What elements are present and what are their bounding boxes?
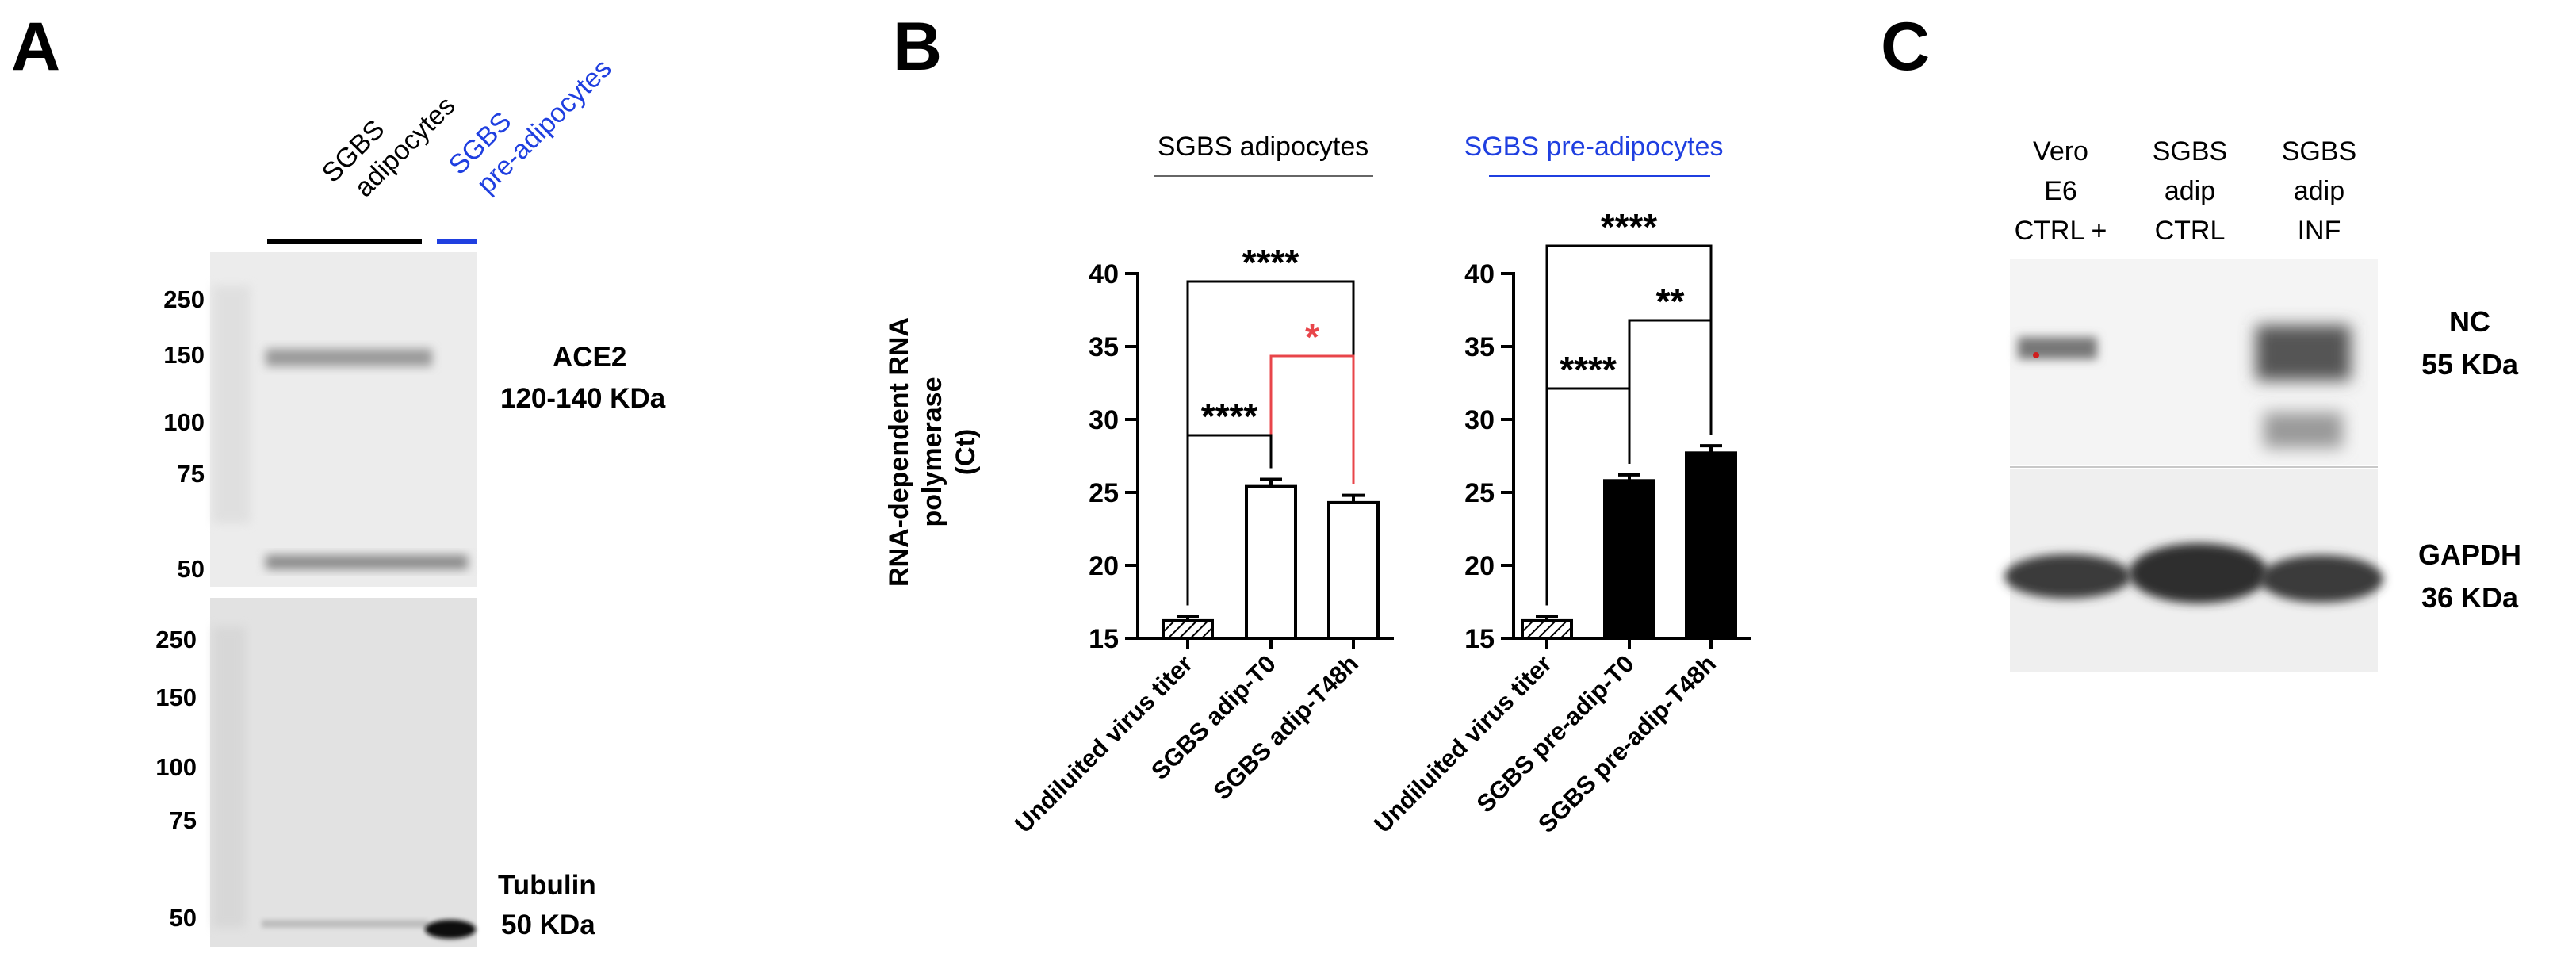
chart-adip-ytick-label-35: 35	[1089, 332, 1119, 362]
tubulin-marker-100: 100	[155, 753, 197, 781]
chart-preadip-xlabel-1: SGBS pre-adip-T0	[1472, 649, 1640, 818]
chart-adip-title: SGBS adipocytes	[1158, 132, 1368, 162]
chart-adip-ytick-label-30: 30	[1089, 405, 1119, 435]
chart-adip-xlabel-2: SGBS adip-T48h	[1208, 649, 1363, 805]
chart-adip-sig-bracket-1	[1269, 354, 1355, 484]
ace2-blot	[210, 252, 477, 587]
lane2-line2: adip	[2165, 176, 2215, 206]
chart-adip-ytick-label-40: 40	[1089, 259, 1119, 289]
nc-smear-inf	[2264, 412, 2343, 448]
chart-adip-bar-2	[1327, 500, 1380, 640]
ylabel-line3: (Ct)	[951, 429, 981, 476]
chart-preadip-sig-label-2: ****	[1560, 349, 1617, 390]
chart-preadip-sig-bracket-1	[1628, 319, 1713, 464]
chart-adip-bar-0	[1162, 618, 1214, 640]
chart-adip-sig-label-1: *	[1305, 316, 1319, 358]
lane3-line1: SGBS	[2282, 136, 2356, 167]
tubulin-markers: 250 150 100 75 50	[155, 626, 197, 932]
panel-a: A SGBS adipocytes SGBS pre-adipocytes 25…	[11, 9, 666, 947]
tubulin-blot-membrane	[210, 598, 477, 947]
lane3-line2: adip	[2294, 176, 2344, 206]
gapdh-band-3	[2260, 555, 2383, 603]
nc-blot	[2010, 259, 2378, 465]
panel-a-letter: A	[11, 9, 60, 85]
ylabel-line1: RNA-dependent RNA	[884, 317, 914, 587]
tubulin-blot	[210, 598, 477, 947]
chart-adip-sig-label-2: ****	[1201, 396, 1258, 437]
panel-c-letter: C	[1881, 9, 1930, 85]
gapdh-label: GAPDH	[2418, 538, 2521, 571]
nc-band-inf	[2256, 325, 2351, 381]
ace2-label: ACE2	[553, 342, 626, 373]
chart-adip-sig-label-0: ****	[1242, 242, 1299, 283]
lane-label-pre-adipocytes: SGBS pre-adipocytes	[443, 53, 618, 200]
ylabel-line2: polymerase	[917, 377, 947, 527]
chart-adip-bar-1	[1245, 484, 1297, 641]
tubulin-size: 50 KDa	[501, 909, 595, 940]
chart-adip-ytick-label-20: 20	[1089, 551, 1119, 581]
chart-preadip-ytick-label-40: 40	[1464, 259, 1495, 289]
gapdh-band-1	[2004, 554, 2131, 599]
chart-preadip-bar-1	[1603, 479, 1655, 641]
lane1-line1: Vero	[2033, 136, 2088, 167]
panel-b: B RNA-dependent RNA polymerase (Ct) SGBS…	[884, 9, 1751, 838]
tubulin-marker-75: 75	[170, 806, 197, 834]
tubulin-marker-150: 150	[155, 684, 197, 711]
ace2-markers: 250 150 100 75 50	[163, 285, 205, 583]
chart-preadip-ytick-label-30: 30	[1464, 405, 1495, 435]
ace2-marker-150: 150	[163, 341, 205, 369]
chart-adip-ytick-label-25: 25	[1089, 478, 1119, 508]
panel-b-letter: B	[893, 9, 942, 85]
ace2-marker-75: 75	[178, 460, 205, 488]
gapdh-blot	[2004, 469, 2383, 672]
ace2-ladder-lane	[212, 285, 251, 523]
ace2-size: 120-140 KDa	[500, 383, 666, 414]
lane1-line3: CTRL +	[2015, 216, 2107, 246]
chart-adip-ytick-label-15: 15	[1089, 624, 1119, 654]
ace2-blot-membrane	[210, 252, 477, 587]
panel-c-lane-labels: Vero E6 CTRL + SGBS adip CTRL SGBS adip …	[2015, 136, 2357, 246]
ace2-band	[266, 349, 432, 366]
chart-pre-adipocytes: SGBS pre-adipocytes152025303540Undiluite…	[1368, 132, 1751, 838]
gapdh-size: 36 KDa	[2421, 581, 2519, 614]
tubulin-marker-250: 250	[155, 626, 197, 653]
lane2-line1: SGBS	[2153, 136, 2227, 167]
nc-size: 55 KDa	[2421, 348, 2519, 381]
lane-label-adipocytes: SGBS adipocytes	[316, 90, 461, 203]
chart-preadip-ytick-label-15: 15	[1464, 624, 1495, 654]
nc-red-spot	[2033, 352, 2039, 358]
ace2-marker-250: 250	[163, 285, 205, 313]
tubulin-marker-50: 50	[170, 904, 197, 932]
chart-preadip-sig-bracket-2	[1545, 387, 1631, 606]
tubulin-band	[425, 920, 476, 939]
lane1-line2: E6	[2044, 176, 2077, 206]
chart-preadip-ytick-label-35: 35	[1464, 332, 1495, 362]
chart-preadip-bar-2	[1685, 451, 1737, 640]
ace2-lower-band	[266, 555, 468, 569]
chart-adip-sig-bracket-2	[1186, 434, 1273, 606]
ace2-marker-50: 50	[178, 555, 205, 583]
lane3-line3: INF	[2298, 216, 2341, 246]
chart-preadip-ytick-label-20: 20	[1464, 551, 1495, 581]
panel-c: C Vero E6 CTRL + SGBS adip CTRL SGBS adi…	[1881, 9, 2521, 672]
chart-preadip-bar-0	[1521, 618, 1573, 640]
lane2-line3: CTRL	[2155, 216, 2226, 246]
panel-b-ylabel: RNA-dependent RNA polymerase (Ct)	[884, 317, 981, 587]
gapdh-band-2	[2129, 543, 2268, 603]
chart-preadip-title: SGBS pre-adipocytes	[1464, 132, 1724, 162]
tubulin-ladder-lane	[212, 626, 246, 928]
ace2-marker-100: 100	[163, 408, 205, 436]
chart-preadip-sig-label-0: ****	[1601, 206, 1658, 247]
nc-label: NC	[2449, 305, 2490, 338]
chart-preadip-sig-label-1: **	[1656, 281, 1685, 322]
nc-band-vero	[2018, 337, 2097, 359]
tubulin-faint-band	[262, 920, 428, 928]
chart-preadip-ytick-label-25: 25	[1464, 478, 1495, 508]
tubulin-label: Tubulin	[498, 870, 596, 901]
